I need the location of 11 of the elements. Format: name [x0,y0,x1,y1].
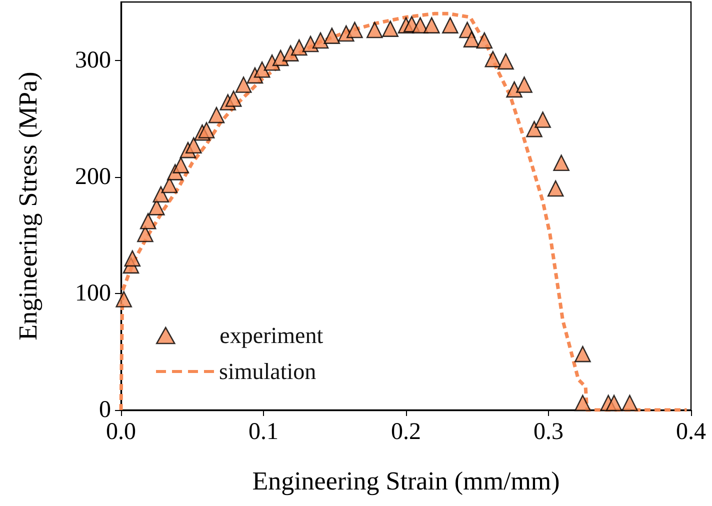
x-tick-label: 0.3 [534,419,564,445]
legend-label: experiment [220,323,324,348]
y-tick-label: 100 [75,280,111,306]
x-tick-label: 0.1 [248,419,278,445]
x-axis-title: Engineering Strain (mm/mm) [252,466,560,496]
legend-label: simulation [219,359,317,384]
y-tick-label: 300 [75,47,111,74]
x-tick-label: 0.4 [676,419,706,445]
y-axis-title: Engineering Stress (MPa) [14,72,42,340]
y-tick-label: 200 [75,164,111,190]
x-tick-label: 0.2 [391,419,421,445]
